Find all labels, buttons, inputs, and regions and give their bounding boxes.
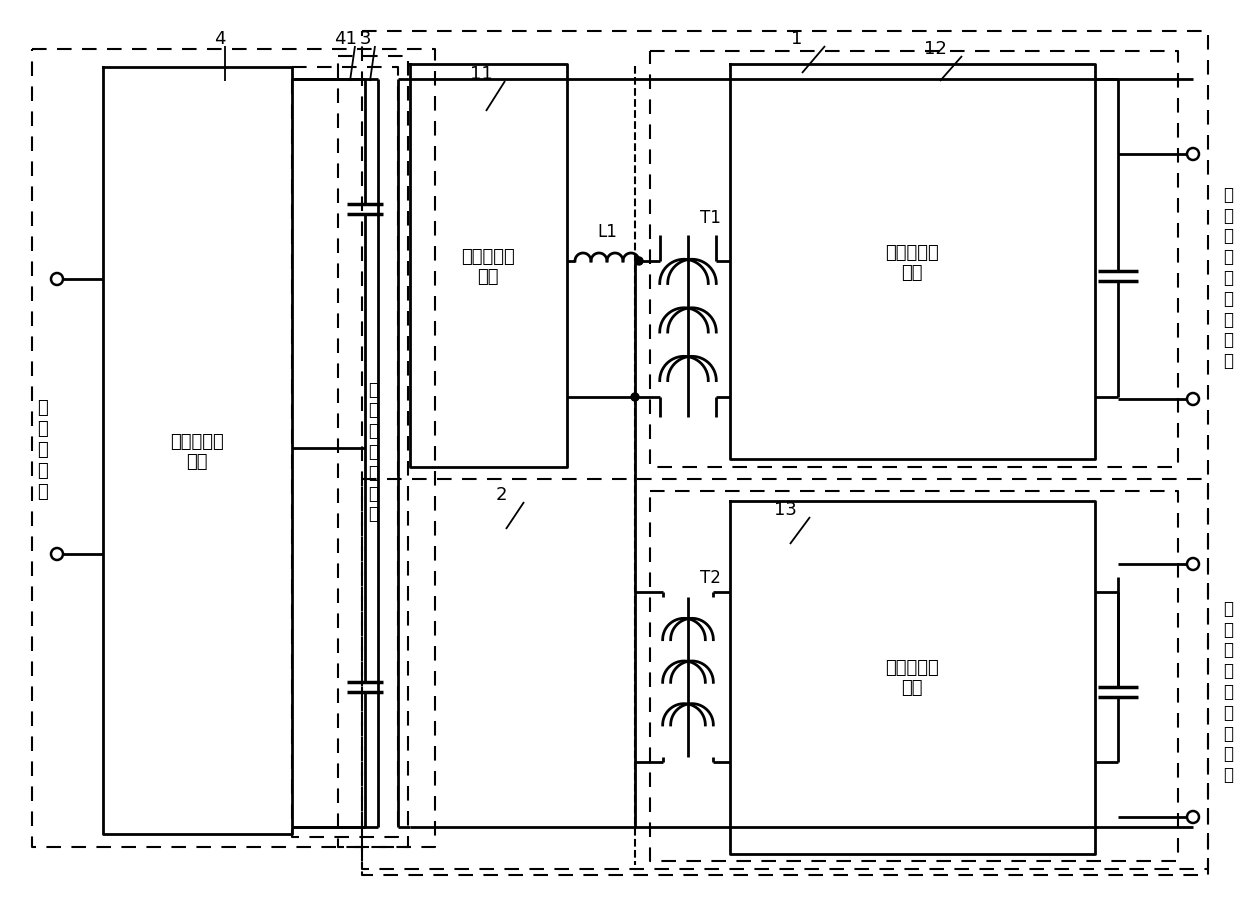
Text: 第
一
输
出
侧
直
流
端
口: 第 一 输 出 侧 直 流 端 口	[1223, 186, 1233, 370]
Text: T2: T2	[699, 568, 720, 587]
Text: 交
流
配
电
网: 交 流 配 电 网	[37, 399, 47, 500]
Text: 第一全桥变
换器: 第一全桥变 换器	[461, 247, 515, 286]
Text: 第二全桥变
换器: 第二全桥变 换器	[885, 243, 939, 282]
Text: 12: 12	[924, 40, 946, 58]
Text: 41: 41	[334, 30, 356, 48]
Text: 1: 1	[791, 30, 802, 48]
Text: 2: 2	[495, 486, 507, 504]
Text: 3: 3	[360, 30, 371, 48]
Text: 第三全桥变
换器: 第三全桥变 换器	[885, 658, 939, 697]
Text: T1: T1	[699, 209, 720, 227]
Circle shape	[631, 394, 639, 402]
Text: 13: 13	[774, 500, 796, 518]
Text: 单相双向整
流器: 单相双向整 流器	[170, 432, 224, 471]
Text: 11: 11	[470, 65, 492, 83]
Text: 4: 4	[215, 30, 226, 48]
Text: 第
二
输
出
侧
直
流
端
口: 第 二 输 出 侧 直 流 端 口	[1223, 599, 1233, 783]
Text: 中
间
侧
直
流
母
线: 中 间 侧 直 流 母 线	[368, 380, 378, 523]
Text: L1: L1	[598, 223, 618, 241]
Circle shape	[635, 258, 644, 266]
